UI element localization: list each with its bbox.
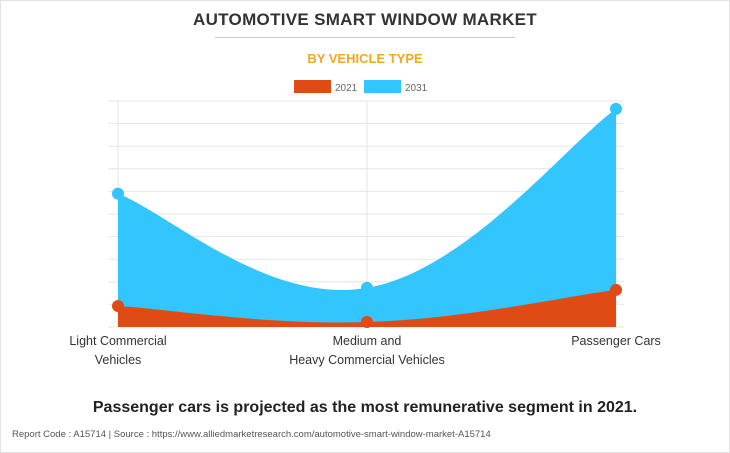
legend-swatch-2021 <box>294 80 331 93</box>
x-tick-label: Passenger Cars <box>571 334 661 348</box>
area-series-2031 <box>118 108 616 327</box>
data-point-2021 <box>610 283 622 296</box>
data-point-2031 <box>361 281 373 294</box>
data-point-2021 <box>361 316 373 329</box>
data-point-2021 <box>112 299 124 312</box>
chart-title: AUTOMOTIVE SMART WINDOW MARKET <box>193 10 537 29</box>
x-tick-label: Light Commercial <box>69 334 166 348</box>
x-tick-label: Heavy Commercial Vehicles <box>289 353 445 367</box>
chart-caption: Passenger cars is projected as the most … <box>92 399 638 416</box>
legend-label: 2031 <box>405 83 428 94</box>
legend-swatch-2031 <box>364 80 401 93</box>
chart-subtitle: BY VEHICLE TYPE <box>307 51 423 66</box>
data-point-2031 <box>610 102 622 115</box>
area-series-2021 <box>118 289 616 327</box>
source-footer: Report Code : A15714 | Source : https://… <box>12 429 491 440</box>
x-tick-label: Medium and <box>333 334 402 348</box>
x-tick-label: Vehicles <box>95 353 142 367</box>
legend-label: 2021 <box>335 83 358 94</box>
area-chart: Light Commercial Vehicles Medium and Heavy … <box>69 80 661 367</box>
data-point-2031 <box>112 187 124 200</box>
title-divider <box>215 37 515 38</box>
